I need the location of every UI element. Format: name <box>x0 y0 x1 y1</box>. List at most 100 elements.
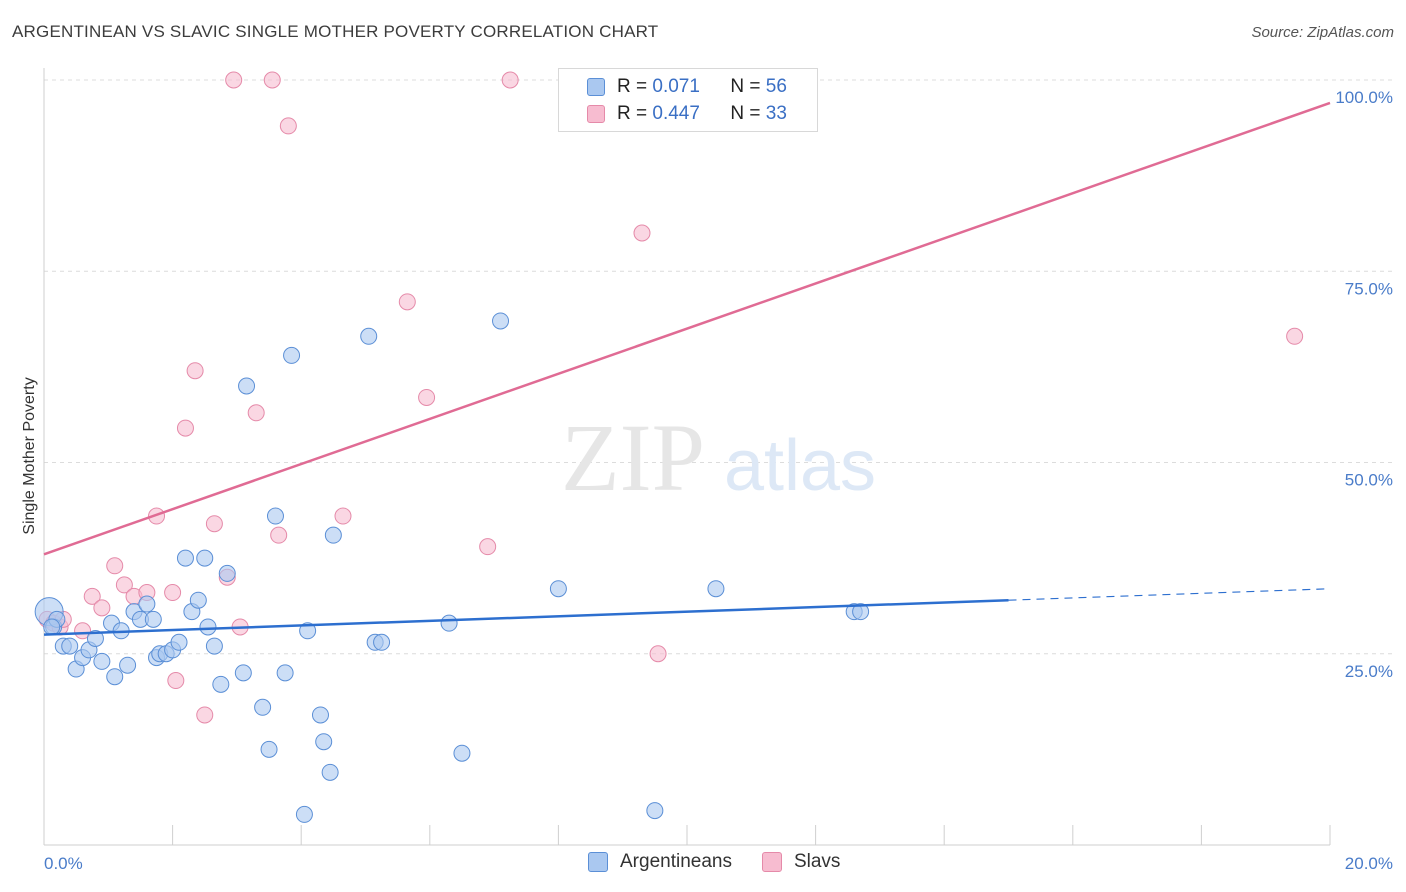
slavs-point <box>501 71 519 89</box>
slavs-point <box>176 419 194 437</box>
tick-labels: 25.0% 50.0% 75.0% 100.0% 0.0% 20.0% <box>44 88 1393 873</box>
argentineans-point <box>315 733 333 751</box>
slavs-point <box>270 526 288 544</box>
axes <box>43 68 1331 846</box>
legend-r-value: 0.447 <box>652 103 700 124</box>
argentineans-point <box>138 595 156 613</box>
argentineans-point <box>119 656 137 674</box>
argentineans-point <box>299 622 317 640</box>
argentineans-point <box>238 377 256 395</box>
x-tick-label: 20.0% <box>1345 854 1393 873</box>
argentineans-point <box>189 591 207 609</box>
argentineans-trend-extension <box>1008 588 1331 601</box>
legend-r-label: R = <box>617 76 653 97</box>
y-axis-label: Single Mother Poverty <box>21 377 38 534</box>
slavs-point <box>1286 327 1304 345</box>
argentineans-point <box>549 580 567 598</box>
slavs-point <box>398 293 416 311</box>
argentineans-point <box>260 740 278 758</box>
slavs-point <box>196 706 214 724</box>
slavs-trend-line <box>43 101 1331 556</box>
argentineans-point <box>321 763 339 781</box>
argentineans-point <box>176 549 194 567</box>
slavs-point <box>205 515 223 533</box>
argentineans-point <box>212 675 230 693</box>
bottom-legend: Argentineans Slavs <box>588 851 870 873</box>
argentineans-point <box>707 580 725 598</box>
slavs-point <box>263 71 281 89</box>
argentineans-point <box>276 664 294 682</box>
legend-row-slavs: R = 0.447 N = 33 <box>587 102 787 126</box>
argentineans-point <box>218 564 236 582</box>
source-label: Source: ZipAtlas.com <box>1251 24 1394 41</box>
legend-r-value: 0.071 <box>652 76 700 97</box>
bottom-legend-label-argentineans: Argentineans <box>620 851 732 872</box>
bottom-legend-slavs[interactable]: Slavs <box>761 851 841 873</box>
legend: R = 0.071 N = 56 R = 0.447 N = 33 <box>558 68 818 132</box>
argentineans-point <box>61 637 79 655</box>
argentineans-point <box>295 805 313 823</box>
bottom-legend-argentineans[interactable]: Argentineans <box>588 851 732 873</box>
argentineans-point <box>852 603 870 621</box>
slavs-point <box>74 622 92 640</box>
legend-swatch-argentineans <box>587 78 605 96</box>
legend-row-argentineans: R = 0.071 N = 56 <box>587 75 787 99</box>
bottom-legend-label-slavs: Slavs <box>793 851 841 872</box>
argentineans-point <box>199 618 217 636</box>
watermark-atlas: atlas <box>724 426 876 506</box>
legend-n-label: N = <box>730 103 766 124</box>
slavs-point <box>164 584 182 602</box>
slavs-point <box>247 404 265 422</box>
legend-swatch-slavs <box>587 105 605 123</box>
argentineans-points <box>34 312 870 823</box>
slavs-point <box>279 117 297 135</box>
argentineans-point <box>170 633 188 651</box>
argentineans-trend-line <box>43 598 1009 636</box>
slavs-point <box>93 599 111 617</box>
argentineans-point <box>492 312 510 330</box>
trend-lines <box>43 101 1331 636</box>
slavs-points <box>38 71 1304 724</box>
argentineans-point <box>254 698 272 716</box>
argentineans-point <box>43 618 61 636</box>
slavs-point <box>479 538 497 556</box>
slavs-point <box>633 224 651 242</box>
chart-title: ARGENTINEAN VS SLAVIC SINGLE MOTHER POVE… <box>12 22 659 41</box>
legend-n-label: N = <box>730 76 766 97</box>
argentineans-point <box>360 327 378 345</box>
argentineans-point <box>234 664 252 682</box>
watermark-zip: ZIP <box>561 404 705 511</box>
slavs-point <box>83 587 101 605</box>
argentineans-point <box>196 549 214 567</box>
slavs-point <box>649 645 667 663</box>
legend-n-value: 56 <box>765 76 787 97</box>
argentineans-point <box>440 614 458 632</box>
argentineans-point <box>646 802 664 820</box>
argentineans-point <box>373 633 391 651</box>
argentineans-point <box>205 637 223 655</box>
legend-r-label: R = <box>617 103 653 124</box>
y-tick-label: 75.0% <box>1345 279 1393 298</box>
slavs-point <box>115 576 133 594</box>
bottom-legend-swatch-argentineans <box>588 852 608 872</box>
slavs-point <box>167 672 185 690</box>
grid-lines <box>44 79 1394 655</box>
slavs-point <box>334 507 352 525</box>
legend-n-value: 33 <box>765 103 787 124</box>
watermark: ZIP atlas <box>561 404 876 511</box>
argentineans-point <box>86 629 104 647</box>
bottom-legend-swatch-slavs <box>761 852 782 872</box>
argentineans-point <box>93 652 111 670</box>
argentineans-point <box>144 610 162 628</box>
argentineans-point <box>324 526 342 544</box>
slavs-point <box>186 362 204 380</box>
argentineans-point <box>283 346 301 364</box>
y-tick-label: 50.0% <box>1345 471 1393 490</box>
argentineans-point <box>106 668 124 686</box>
y-tick-label: 25.0% <box>1345 662 1393 681</box>
argentineans-point <box>311 706 329 724</box>
slavs-point <box>106 557 124 575</box>
y-tick-label: 100.0% <box>1335 88 1393 107</box>
slavs-point <box>418 388 436 406</box>
